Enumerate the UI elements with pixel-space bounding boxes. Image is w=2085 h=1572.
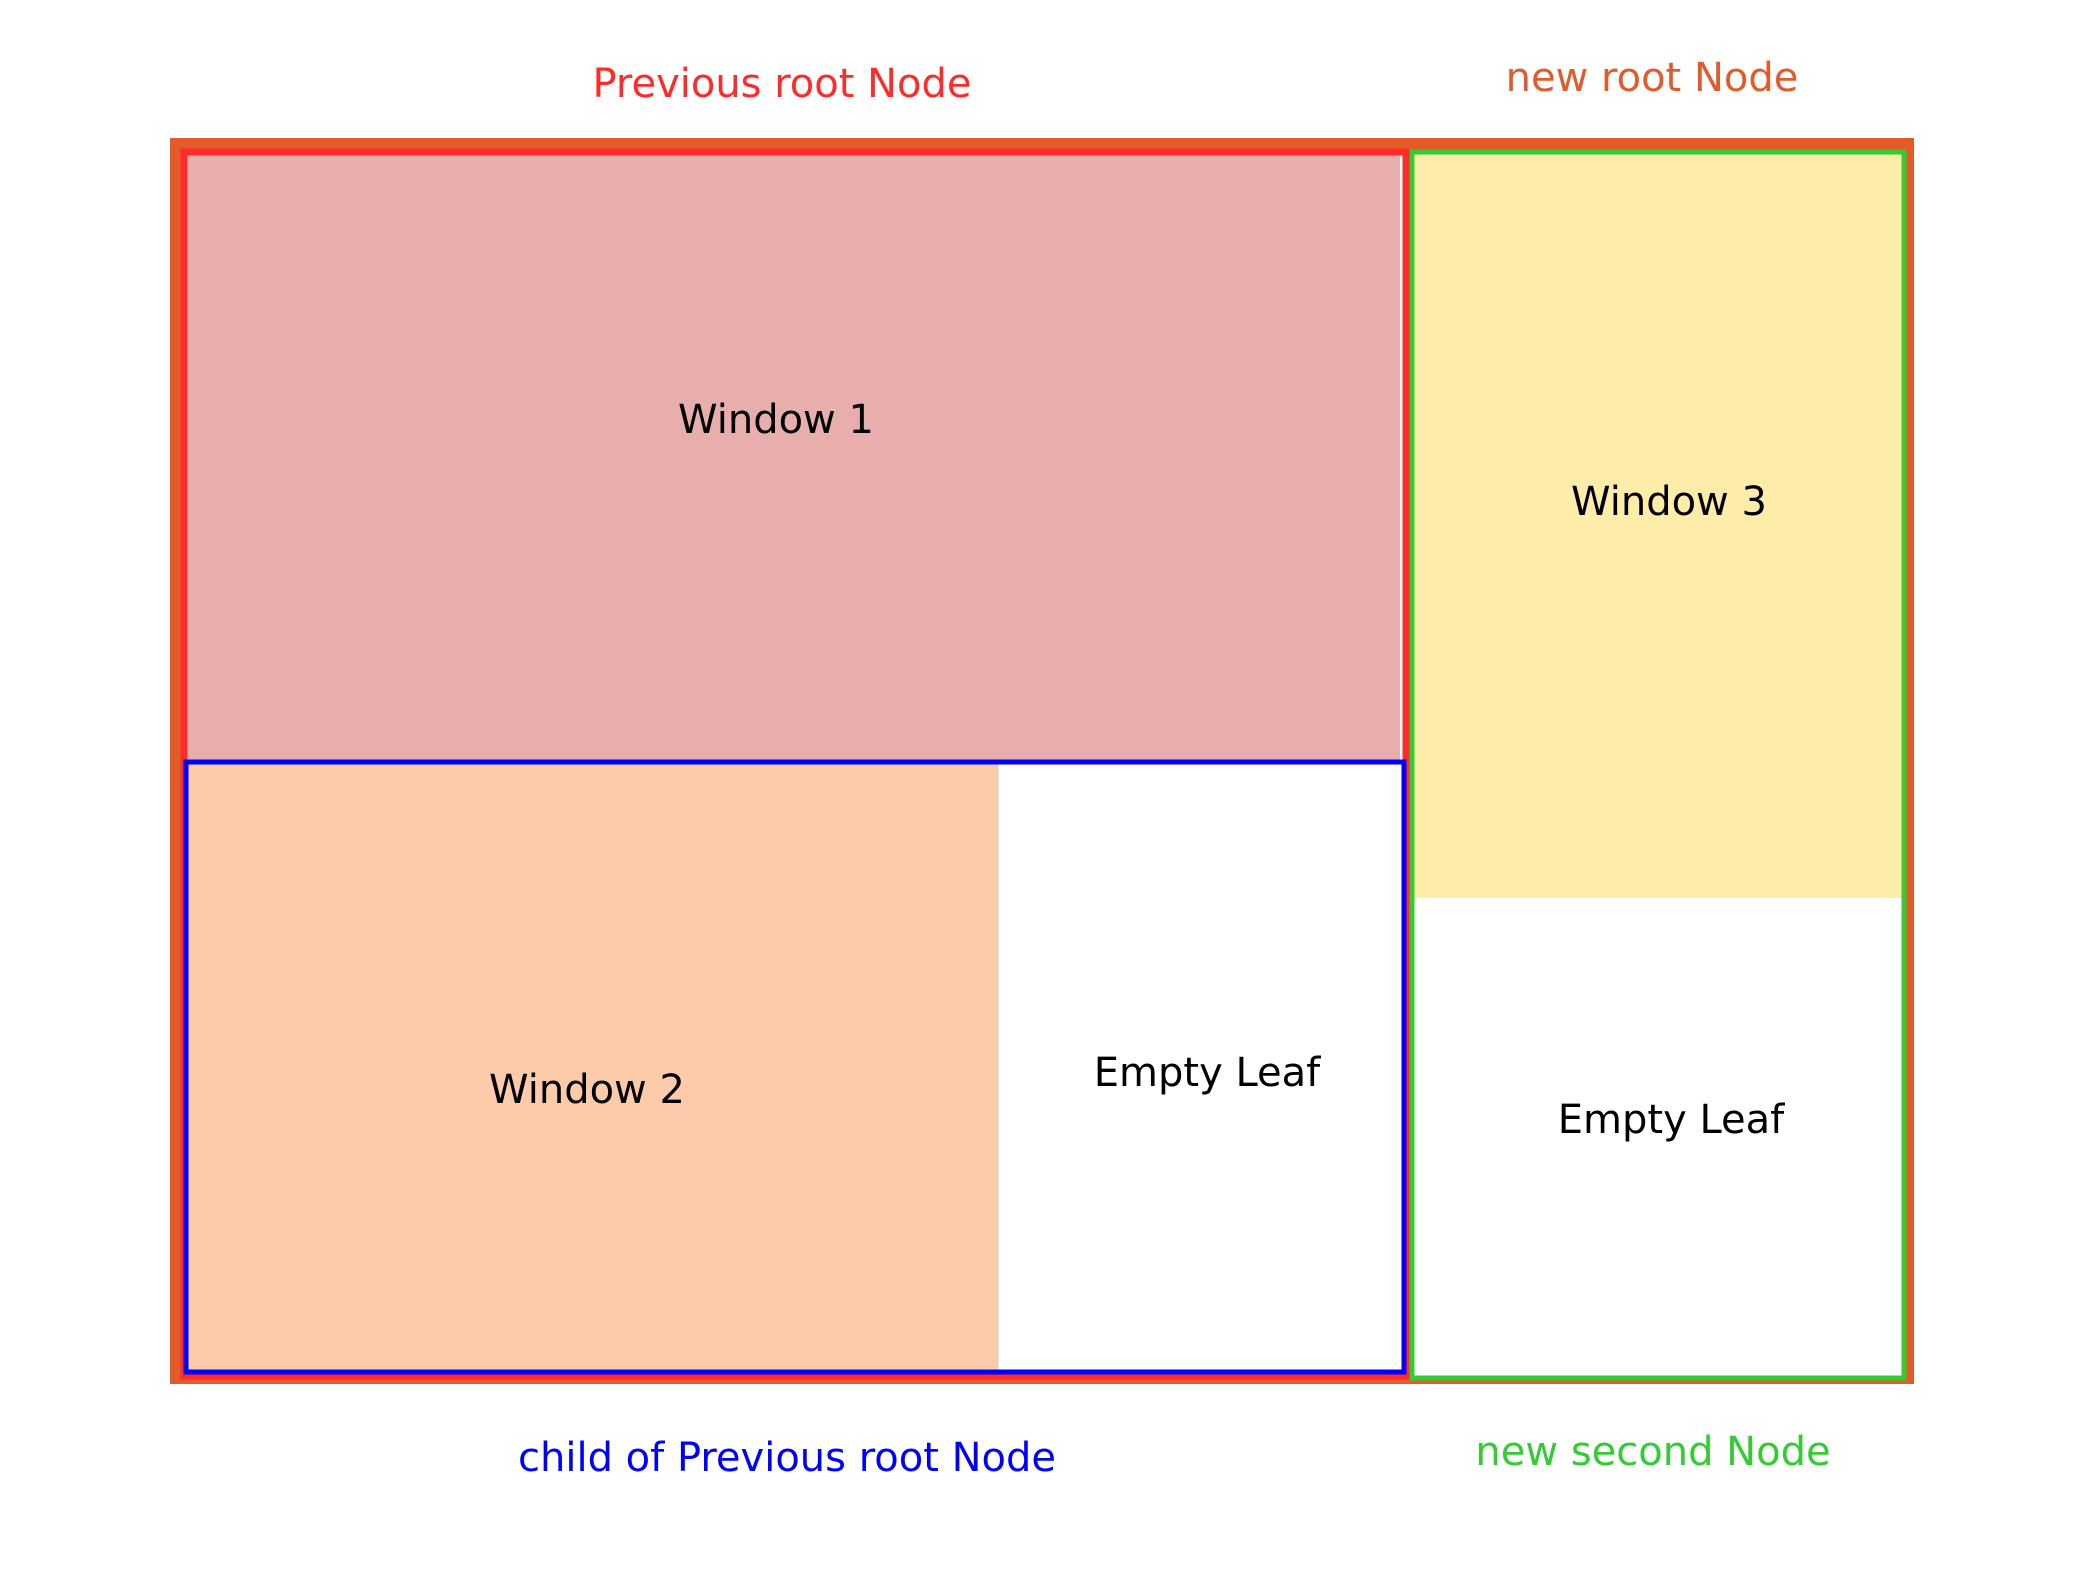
previous-root-node-label: Previous root Node [592,61,972,107]
empty-leaf-left-pane [998,762,1400,1370]
empty-leaf-right-pane [1414,898,1902,1380]
child-node-frame [183,759,1407,1375]
new-second-node-label: new second Node [1475,1429,1831,1475]
empty-leaf-right-label: Empty Leaf [1557,1097,1785,1143]
window-1-pane [184,152,1400,760]
child-of-previous-root-node-label: child of Previous root Node [517,1435,1057,1481]
window-2-pane [186,762,998,1370]
window-3-pane [1414,152,1902,898]
window-3-label: Window 3 [1571,479,1767,525]
new-root-node-label: new root Node [1505,55,1799,101]
window-2-label: Window 2 [489,1067,685,1113]
empty-leaf-left-label: Empty Leaf [1093,1050,1321,1096]
window-1-label: Window 1 [678,397,874,443]
new-second-node-frame [1409,149,1907,1381]
